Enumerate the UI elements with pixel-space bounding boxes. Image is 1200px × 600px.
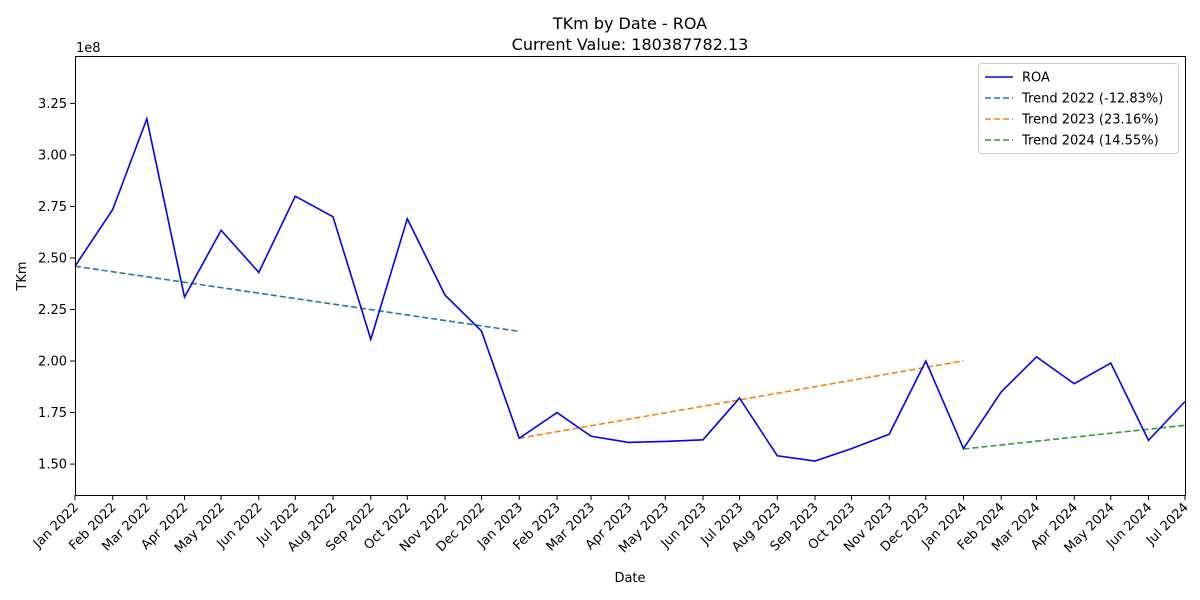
y-tick-label: 1.75 [38, 406, 67, 421]
legend: ROA Trend 2022 (-12.83%) Trend 2023 (23.16… [978, 63, 1179, 154]
y-tick-label: 2.50 [38, 251, 67, 266]
x-axis-label: Date [614, 571, 645, 586]
legend-label: ROA [1022, 71, 1050, 86]
legend-label: Trend 2022 (-12.83%) [1021, 92, 1163, 107]
y-axis-ticks: 1.50 1.75 2.00 2.25 2.50 2.75 3.00 3.25 [38, 97, 75, 473]
y-axis-label: TKm [15, 261, 30, 291]
y-multiplier-label: 1e8 [76, 41, 101, 56]
plot-frame [75, 56, 1186, 496]
y-tick-label: 2.00 [38, 355, 67, 370]
series-layer [74, 116, 1186, 462]
trend-line-3 [963, 424, 1186, 450]
chart-subtitle: Current Value: 180387782.13 [512, 35, 749, 54]
series-line-roa [74, 116, 1186, 462]
y-tick-label: 3.25 [38, 97, 67, 112]
legend-label: Trend 2024 (14.55%) [1021, 134, 1159, 149]
y-tick-label: 3.00 [38, 148, 67, 163]
y-tick-label: 1.50 [38, 458, 67, 473]
legend-box [978, 63, 1179, 154]
y-tick-label: 2.25 [38, 303, 67, 318]
y-tick-label: 2.75 [38, 200, 67, 215]
chart-title: TKm by Date - ROA [552, 14, 707, 33]
trend-line-1 [74, 265, 520, 333]
legend-label: Trend 2023 (23.16%) [1021, 113, 1159, 128]
